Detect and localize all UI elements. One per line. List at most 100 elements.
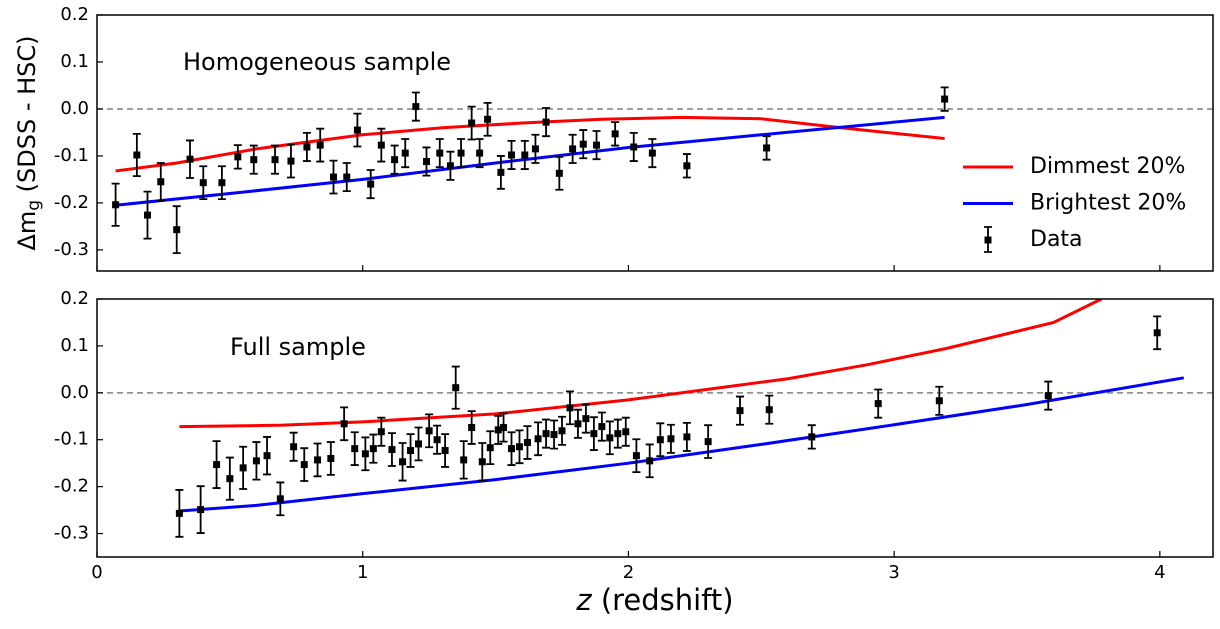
y-tick-label: 0.1 (60, 51, 89, 72)
data-point (186, 155, 194, 163)
data-point (1044, 392, 1052, 400)
data-point (534, 435, 542, 443)
data-point (263, 452, 271, 460)
legend-label: Data (1030, 227, 1083, 252)
data-point (646, 457, 654, 465)
data-point (468, 424, 476, 432)
data-point (579, 140, 587, 148)
data-point (133, 151, 141, 159)
axes-frame (96, 14, 1214, 272)
data-point (316, 141, 324, 149)
data-point (433, 436, 441, 444)
y-tick-label: 0.2 (60, 4, 89, 25)
data-point (497, 168, 505, 176)
data-point (157, 178, 165, 186)
data-point (874, 400, 882, 408)
data-point (763, 144, 771, 152)
data-point (648, 149, 656, 157)
data-point (611, 130, 619, 138)
data-point (542, 118, 550, 126)
data-point (582, 415, 590, 423)
data-point (622, 428, 630, 436)
x-tick-label: 2 (623, 562, 634, 583)
data-point (484, 115, 492, 123)
data-point (478, 458, 486, 466)
data-point (112, 201, 120, 209)
data-point (508, 445, 516, 453)
data-point (441, 447, 449, 455)
data-point (515, 443, 523, 451)
data-point (175, 509, 183, 517)
line (179, 299, 1103, 429)
legend-label: Brightest 20% (1030, 191, 1186, 216)
data-point (369, 445, 377, 453)
data-point (494, 426, 502, 434)
y-tick-label: 0.0 (60, 98, 89, 119)
data-point (632, 452, 640, 460)
x-axis-label-part: (redshift) (592, 583, 734, 617)
data-point (239, 464, 247, 472)
line (179, 376, 1185, 513)
data-point (213, 461, 221, 469)
data-point (508, 151, 516, 159)
y-tick-label: -0.1 (54, 429, 89, 450)
data-point (614, 430, 622, 438)
x-tick-label: 3 (888, 562, 899, 583)
data-point (468, 119, 476, 127)
data-point (425, 427, 433, 435)
data-point (361, 450, 369, 458)
y-tick-label: -0.3 (54, 523, 89, 544)
data-point (476, 149, 484, 157)
annotation: Full sample (230, 333, 366, 361)
data-point (367, 180, 375, 188)
data-point (343, 173, 351, 181)
y-tick-label: 0.0 (60, 382, 89, 403)
data-point (521, 151, 529, 159)
y-axis-label: Δmg (SDSS - HSC) (13, 35, 44, 250)
data-point (683, 162, 691, 170)
data-point (941, 95, 949, 103)
data-point (407, 447, 415, 455)
annotation: Homogeneous sample (183, 48, 451, 76)
data-point (351, 445, 359, 453)
data-point (415, 440, 423, 448)
data-point (218, 179, 226, 187)
data-point (290, 443, 298, 451)
line (115, 115, 945, 207)
plot-area (97, 299, 1213, 538)
data-point (287, 157, 295, 165)
data-point (327, 454, 335, 462)
data-point (436, 149, 444, 157)
data-point (486, 444, 494, 452)
x-axis-label: z (redshift) (575, 583, 733, 617)
data-point (590, 430, 598, 438)
data-point (300, 461, 308, 469)
legend-marker (984, 236, 992, 244)
data-point (765, 406, 773, 414)
data-point (377, 141, 385, 149)
data-point (276, 495, 284, 503)
data-point (353, 126, 361, 134)
y-axis-label-part: (SDSS - HSC) (13, 35, 41, 200)
data-point (460, 456, 468, 464)
y-axis-label-part: g (24, 200, 44, 211)
data-point (683, 433, 691, 441)
data-point (935, 397, 943, 405)
data-point (555, 169, 563, 177)
y-tick-label: -0.1 (54, 145, 89, 166)
y-tick-label: 0.1 (60, 335, 89, 356)
panel: -0.3 -0.2 -0.1 0.0 0.1 0.2 Homogeneous sample Δ… (13, 4, 1214, 272)
panel: -0.3 -0.2 -0.1 0.0 0.1 0.2 0 1 2 3 4 Full sample z (… (54, 288, 1214, 617)
x-axis-label-part: z (575, 583, 592, 617)
x-tick-label: 0 (91, 562, 102, 583)
data-point (574, 420, 582, 428)
data-point (457, 149, 465, 157)
data-point (271, 156, 279, 164)
data-point (340, 420, 348, 428)
data-point (523, 439, 531, 447)
data-point (606, 434, 614, 442)
data-point (197, 506, 205, 514)
data-point (377, 428, 385, 436)
y-tick-label: -0.3 (54, 239, 89, 260)
